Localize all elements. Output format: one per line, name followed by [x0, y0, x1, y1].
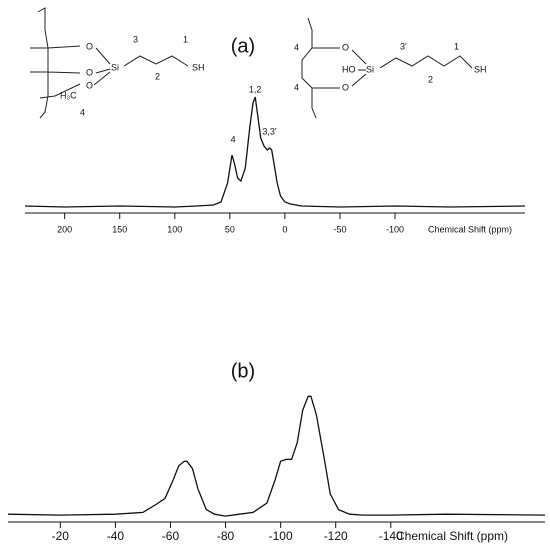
chart-title: (b) [231, 360, 255, 382]
x-tick-label: -100 [269, 529, 293, 543]
peak-label: 3,3' [262, 126, 277, 136]
atom-label: Si [366, 64, 374, 74]
x-tick-label: 100 [167, 224, 182, 234]
atom-label: 1 [454, 41, 459, 51]
x-axis-label: Chemical Shift (ppm) [396, 529, 508, 543]
atom-label: O [342, 82, 349, 92]
x-tick-label: -120 [324, 529, 348, 543]
structure-left: 3 1 O O O Si 2 SH H₃C 4 [30, 7, 205, 119]
atom-label: O [342, 42, 349, 52]
atom-label: Si [111, 62, 119, 72]
x-tick-label: 200 [57, 224, 72, 234]
x-tick-label: -80 [217, 529, 235, 543]
atom-label: 2 [155, 71, 160, 81]
x-tick-label: 150 [112, 224, 127, 234]
atom-label: HO [342, 64, 356, 74]
atom-label: SH [192, 62, 205, 72]
atom-label: O [86, 67, 93, 77]
spectrum-line [24, 96, 526, 208]
peak-label: 1,2 [249, 84, 262, 94]
spectrum-line [7, 395, 546, 517]
peak-label: 4 [231, 134, 236, 144]
x-tick-label: -40 [107, 529, 125, 543]
x-tick-label: -60 [162, 529, 180, 543]
atom-label: O [86, 80, 93, 90]
x-tick-label: 50 [225, 224, 235, 234]
x-tick-label: -50 [333, 224, 346, 234]
atom-label: 4 [294, 82, 299, 92]
atom-label: 3 [133, 34, 138, 44]
chart-title: (a) [231, 35, 255, 57]
atom-label: 3' [400, 41, 407, 51]
atom-label: 2 [428, 74, 433, 84]
x-axis-label: Chemical Shift (ppm) [428, 224, 512, 234]
atom-label: SH [474, 64, 487, 74]
x-tick-label: 0 [282, 224, 287, 234]
x-tick-label: -140 [379, 529, 403, 543]
atom-label: 1 [183, 34, 188, 44]
x-tick-label: -20 [52, 529, 70, 543]
atom-label: O [86, 41, 93, 51]
atom-label: H₃C [60, 90, 77, 100]
atom-label: 4 [80, 107, 85, 117]
structure-right: 4 O 3' 1 HO Si 2 SH 4 O [294, 17, 487, 119]
atom-label: 4 [294, 42, 299, 52]
x-tick-label: -100 [386, 224, 404, 234]
